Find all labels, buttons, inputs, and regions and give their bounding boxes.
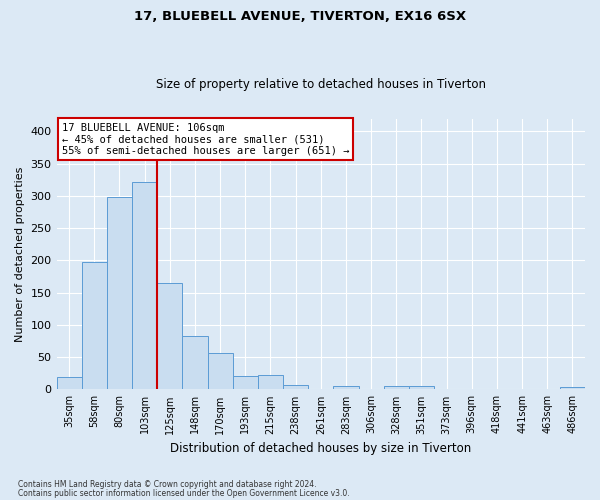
Bar — [132, 182, 157, 390]
Bar — [383, 386, 409, 390]
Bar — [334, 386, 359, 390]
Bar — [560, 388, 585, 390]
X-axis label: Distribution of detached houses by size in Tiverton: Distribution of detached houses by size … — [170, 442, 472, 455]
Text: 17, BLUEBELL AVENUE, TIVERTON, EX16 6SX: 17, BLUEBELL AVENUE, TIVERTON, EX16 6SX — [134, 10, 466, 23]
Title: Size of property relative to detached houses in Tiverton: Size of property relative to detached ho… — [156, 78, 486, 91]
Bar — [409, 386, 434, 390]
Bar — [182, 336, 208, 390]
Bar — [233, 376, 258, 390]
Text: Contains public sector information licensed under the Open Government Licence v3: Contains public sector information licen… — [18, 488, 350, 498]
Bar — [283, 385, 308, 390]
Bar — [208, 352, 233, 390]
Bar — [107, 197, 132, 390]
Bar — [258, 375, 283, 390]
Y-axis label: Number of detached properties: Number of detached properties — [15, 166, 25, 342]
Bar — [82, 262, 107, 390]
Text: Contains HM Land Registry data © Crown copyright and database right 2024.: Contains HM Land Registry data © Crown c… — [18, 480, 317, 489]
Text: 17 BLUEBELL AVENUE: 106sqm
← 45% of detached houses are smaller (531)
55% of sem: 17 BLUEBELL AVENUE: 106sqm ← 45% of deta… — [62, 122, 349, 156]
Bar — [56, 376, 82, 390]
Bar — [157, 283, 182, 390]
